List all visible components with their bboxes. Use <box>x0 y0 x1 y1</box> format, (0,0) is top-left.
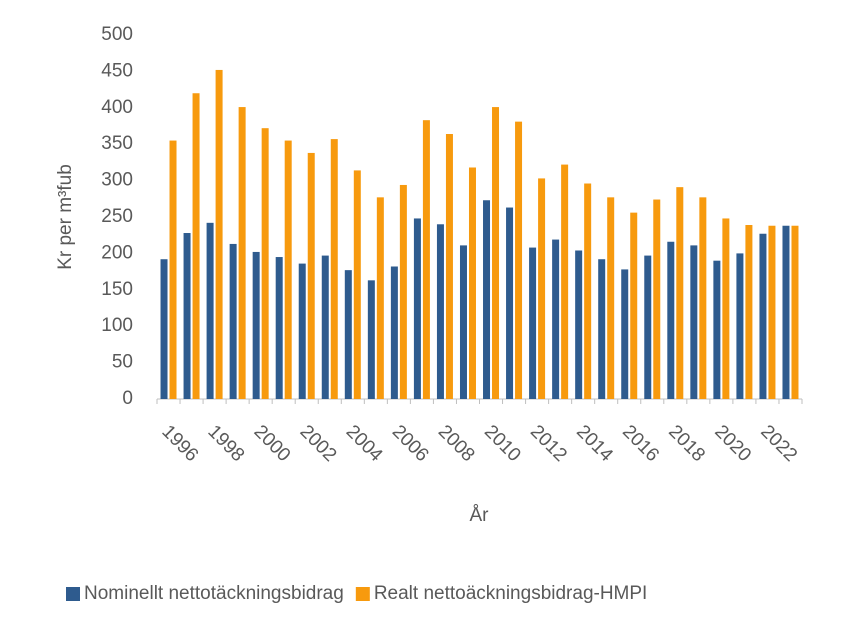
bar <box>598 259 606 399</box>
bar <box>575 250 583 399</box>
bar <box>169 140 177 399</box>
bar <box>690 245 698 399</box>
y-tick-label: 400 <box>101 97 133 118</box>
x-tick-label: 2020 <box>710 421 755 466</box>
bar <box>252 251 260 399</box>
bar <box>722 218 730 399</box>
bar <box>653 199 661 399</box>
bar <box>307 152 315 399</box>
x-tick-label: 2000 <box>250 421 295 466</box>
bar <box>483 200 491 399</box>
bar <box>445 134 453 399</box>
x-tick-label: 1998 <box>204 421 249 466</box>
bar <box>607 197 615 399</box>
y-tick-label: 150 <box>101 279 133 300</box>
bar <box>344 270 352 399</box>
y-tick-label: 0 <box>122 388 133 409</box>
bar <box>676 187 684 399</box>
bar <box>791 225 799 399</box>
x-axis-label: År <box>470 505 490 526</box>
x-tick-label: 2008 <box>434 421 479 466</box>
bar <box>238 107 246 400</box>
bar <box>630 212 638 399</box>
bar <box>768 225 776 399</box>
bar <box>621 269 629 399</box>
bar <box>413 218 421 399</box>
bar <box>376 197 384 399</box>
x-tick-label: 2022 <box>756 421 801 466</box>
y-tick-label: 450 <box>101 60 133 81</box>
bar <box>261 128 269 399</box>
bar <box>330 139 338 399</box>
bar <box>215 69 223 399</box>
bar <box>275 257 283 399</box>
y-axis-label: Kr per m³fub <box>55 164 76 270</box>
y-tick-label: 300 <box>101 170 133 191</box>
bar <box>584 183 592 399</box>
bar <box>390 266 398 399</box>
bar <box>459 245 467 399</box>
x-tick-label: 2012 <box>526 421 571 466</box>
x-tick-label: 1996 <box>157 421 202 466</box>
x-tick-label: 2010 <box>480 421 525 466</box>
bar <box>229 243 237 399</box>
x-tick-label: 2014 <box>572 421 617 466</box>
bar <box>353 170 361 399</box>
bar <box>183 233 191 399</box>
legend-swatch <box>66 587 80 601</box>
bar <box>436 224 444 399</box>
bar <box>759 233 767 399</box>
y-tick-label: 200 <box>101 242 133 263</box>
y-tick-label: 500 <box>101 24 133 45</box>
bar <box>782 225 790 399</box>
legend-swatch <box>355 587 370 601</box>
bar <box>713 260 721 399</box>
bar <box>515 121 523 399</box>
bar <box>192 93 200 400</box>
bar <box>206 222 214 399</box>
bar <box>552 239 560 399</box>
y-tick-label: 100 <box>101 315 133 336</box>
x-tick-label: 2006 <box>388 421 433 466</box>
bar <box>745 225 753 399</box>
bar <box>529 247 537 399</box>
bar <box>284 140 292 399</box>
bar <box>468 167 476 399</box>
bar <box>298 263 306 399</box>
y-tick-label: 350 <box>101 133 133 154</box>
legend-label: Realt nettoäckningsbidrag-HMPI <box>374 583 648 604</box>
bar <box>538 178 546 399</box>
legend-label: Nominellt nettotäckningsbidrag <box>84 583 344 604</box>
bar <box>321 255 329 399</box>
bar <box>160 259 168 399</box>
x-tick-label: 2002 <box>296 421 341 466</box>
x-tick-label: 2016 <box>618 421 663 466</box>
bar <box>422 120 430 400</box>
bar <box>699 197 707 399</box>
bar <box>736 253 744 399</box>
bar <box>667 241 675 399</box>
bar <box>367 280 375 399</box>
x-tick-label: 2004 <box>342 421 387 466</box>
y-tick-label: 250 <box>101 206 133 227</box>
x-tick-label: 2018 <box>664 421 709 466</box>
bar <box>644 255 652 399</box>
bar <box>561 164 569 399</box>
bar <box>492 107 500 400</box>
bar <box>506 207 514 399</box>
y-tick-label: 50 <box>112 352 133 373</box>
bar <box>399 184 407 399</box>
